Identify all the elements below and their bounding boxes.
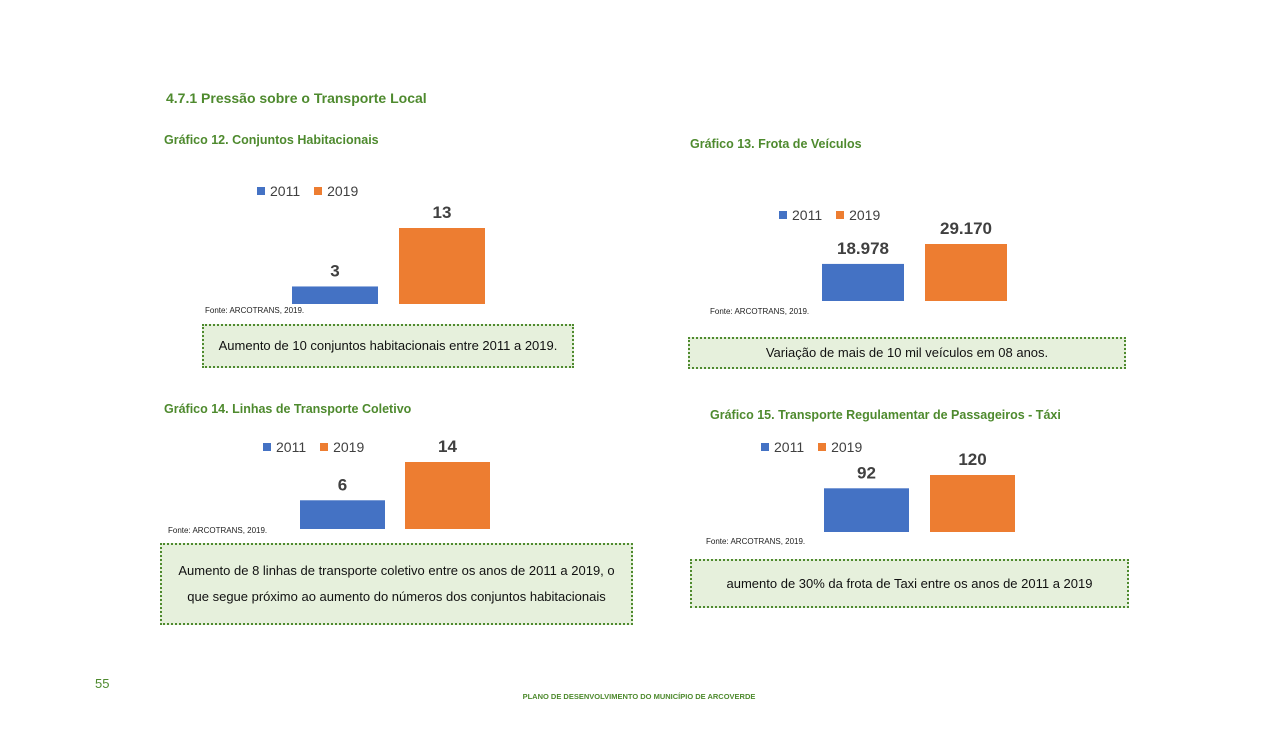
legend-item-2011: 2011 bbox=[779, 207, 822, 223]
legend-item-2011: 2011 bbox=[257, 183, 300, 199]
chart-13-source: Fonte: ARCOTRANS, 2019. bbox=[710, 307, 810, 316]
legend-item-2019: 2019 bbox=[836, 207, 880, 223]
legend-swatch-2019 bbox=[314, 187, 323, 195]
legend-item-2019: 2019 bbox=[314, 183, 358, 199]
chart-13-title: Gráfico 13. Frota de Veículos bbox=[690, 137, 862, 151]
legend-item-2019: 2019 bbox=[818, 439, 862, 455]
legend-label-2019: 2019 bbox=[849, 207, 881, 223]
chart-14-title: Gráfico 14. Linhas de Transporte Coletiv… bbox=[164, 402, 412, 416]
data-label-2019: 120 bbox=[958, 450, 986, 469]
legend-item-2011: 2011 bbox=[761, 439, 804, 455]
legend-label-2011: 2011 bbox=[270, 183, 301, 199]
chart-15-note: aumento de 30% da frota de Taxi entre os… bbox=[690, 559, 1129, 608]
footer: PLANO DE DESENVOLVIMENTO DO MUNICÍPIO DE… bbox=[522, 692, 756, 701]
legend-label-2011: 2011 bbox=[774, 439, 805, 455]
legend-item-2019: 2019 bbox=[320, 439, 364, 455]
data-label-2019: 29.170 bbox=[940, 219, 992, 238]
legend-swatch-2011 bbox=[257, 187, 265, 195]
chart-12-title: Gráfico 12. Conjuntos Habitacionais bbox=[164, 133, 379, 147]
chart-13-plot: 18.978 29.170 bbox=[822, 219, 1007, 301]
bar-2011 bbox=[824, 488, 909, 532]
legend-label-2019: 2019 bbox=[333, 439, 365, 455]
chart-15-legend: 2011 2019 bbox=[761, 439, 876, 455]
data-label-2011: 92 bbox=[857, 463, 876, 482]
data-label-2011: 6 bbox=[338, 475, 347, 494]
legend-swatch-2011 bbox=[761, 443, 769, 451]
legend-label-2011: 2011 bbox=[276, 439, 307, 455]
legend-swatch-2011 bbox=[263, 443, 271, 451]
bar-2019 bbox=[930, 475, 1015, 532]
page-number: 55 bbox=[95, 676, 110, 691]
legend-swatch-2019 bbox=[818, 443, 827, 451]
section-title: 4.7.1 Pressão sobre o Transporte Local bbox=[166, 90, 427, 106]
bar-2011 bbox=[292, 286, 378, 304]
chart-13-note-text: Variação de mais de 10 mil veículos em 0… bbox=[765, 345, 1049, 360]
chart-14-note: Aumento de 8 linhas de transporte coleti… bbox=[160, 543, 633, 625]
bar-2019 bbox=[925, 244, 1007, 301]
legend-label-2019: 2019 bbox=[831, 439, 863, 455]
chart-12-note-text: Aumento de 10 conjuntos habitacionais en… bbox=[218, 338, 558, 353]
data-label-2011: 18.978 bbox=[837, 239, 889, 258]
legend-item-2011: 2011 bbox=[263, 439, 306, 455]
legend-swatch-2011 bbox=[779, 211, 787, 219]
legend-swatch-2019 bbox=[836, 211, 845, 219]
legend-label-2011: 2011 bbox=[792, 207, 823, 223]
chart-14-note-text: Aumento de 8 linhas de transporte coleti… bbox=[178, 563, 615, 604]
bar-2019 bbox=[399, 228, 485, 304]
legend-swatch-2019 bbox=[320, 443, 329, 451]
chart-15-title: Gráfico 15. Transporte Regulamentar de P… bbox=[710, 408, 1061, 422]
chart-15-source: Fonte: ARCOTRANS, 2019. bbox=[706, 537, 806, 546]
data-label-2011: 3 bbox=[330, 261, 339, 280]
chart-15-plot: 92 120 bbox=[824, 450, 1015, 532]
bar-2011 bbox=[822, 263, 904, 301]
chart-12-legend: 2011 2019 bbox=[257, 183, 372, 199]
bar-2011 bbox=[300, 500, 385, 529]
chart-14-source: Fonte: ARCOTRANS, 2019. bbox=[168, 526, 268, 535]
data-label-2019: 14 bbox=[438, 437, 457, 456]
chart-15-note-text: aumento de 30% da frota de Taxi entre os… bbox=[726, 575, 1093, 591]
chart-12-plot: 3 13 bbox=[292, 203, 485, 304]
chart-13-note: Variação de mais de 10 mil veículos em 0… bbox=[688, 337, 1126, 369]
chart-12-source: Fonte: ARCOTRANS, 2019. bbox=[205, 306, 305, 315]
chart-14-legend: 2011 2019 bbox=[263, 439, 378, 455]
chart-12-note: Aumento de 10 conjuntos habitacionais en… bbox=[202, 324, 574, 368]
chart-13-legend: 2011 2019 bbox=[779, 207, 894, 223]
chart-14-plot: 6 14 bbox=[300, 437, 490, 529]
data-label-2019: 13 bbox=[433, 203, 452, 222]
bar-2019 bbox=[405, 462, 490, 529]
legend-label-2019: 2019 bbox=[327, 183, 359, 199]
